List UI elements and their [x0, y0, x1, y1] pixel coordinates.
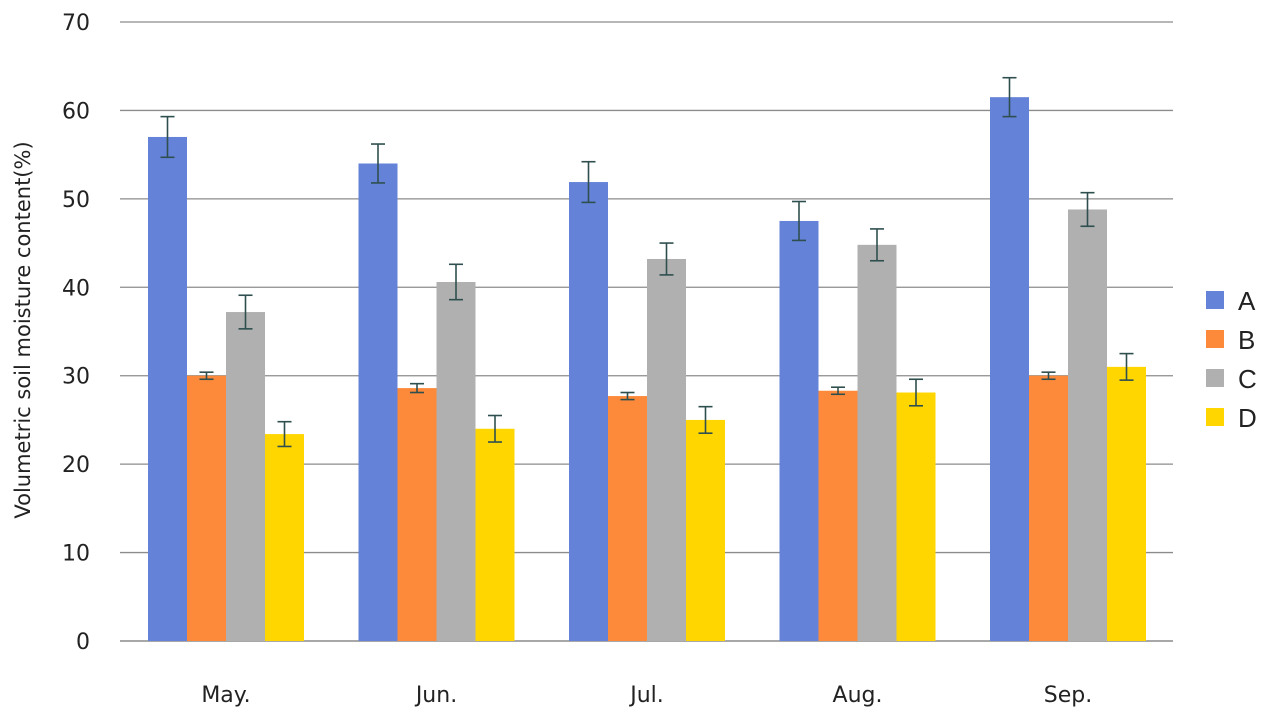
bar-a-0 [148, 136, 187, 641]
y-tick-label: 20 [62, 453, 90, 478]
bar-a-1 [358, 163, 398, 641]
bar-b-4 [1029, 375, 1068, 641]
legend-label-c: C [1238, 364, 1257, 394]
error-bars [160, 76, 1134, 448]
legend-swatch-d [1206, 408, 1224, 426]
bar-d-1 [475, 428, 515, 641]
bars [148, 97, 1146, 641]
x-tick-label: Aug. [833, 683, 883, 708]
y-tick-label: 0 [76, 630, 90, 655]
bar-d-3 [896, 392, 936, 641]
bar-d-2 [686, 419, 725, 641]
x-axis-ticks: May. Jun. Jul. Aug. Sep. [201, 683, 1092, 708]
bar-b-0 [187, 375, 226, 641]
bar-a-3 [779, 220, 819, 641]
legend-label-b: B [1238, 325, 1255, 355]
bar-d-4 [1107, 366, 1146, 641]
x-tick-label: Jun. [414, 683, 457, 708]
y-tick-label: 40 [62, 276, 90, 301]
bar-c-0 [226, 312, 265, 641]
legend-swatch-c [1206, 369, 1224, 387]
y-tick-label: 10 [62, 542, 90, 567]
y-axis-title: Volumetric soil moisture content(%) [11, 141, 35, 518]
bar-c-1 [436, 281, 476, 641]
y-tick-label: 70 [62, 11, 90, 36]
legend-label-d: D [1238, 403, 1257, 433]
bar-b-2 [608, 396, 647, 641]
bar-c-3 [857, 244, 897, 641]
y-axis-ticks: 0 10 20 30 40 50 60 70 [62, 11, 90, 655]
bar-b-1 [397, 388, 437, 641]
bar-a-4 [990, 97, 1029, 641]
y-tick-label: 50 [62, 188, 90, 213]
bar-c-2 [647, 258, 686, 641]
bar-b-3 [818, 390, 858, 641]
bar-c-4 [1068, 209, 1107, 641]
legend-label-a: A [1238, 286, 1256, 316]
y-tick-label: 30 [62, 365, 90, 390]
bar-d-0 [265, 434, 304, 641]
x-tick-label: May. [201, 683, 250, 708]
bar-a-2 [569, 182, 608, 641]
y-tick-label: 60 [62, 99, 90, 124]
x-tick-label: Sep. [1044, 683, 1092, 708]
legend-swatch-b [1206, 330, 1224, 348]
legend-swatch-a [1206, 291, 1224, 309]
x-tick-label: Jul. [628, 683, 664, 708]
